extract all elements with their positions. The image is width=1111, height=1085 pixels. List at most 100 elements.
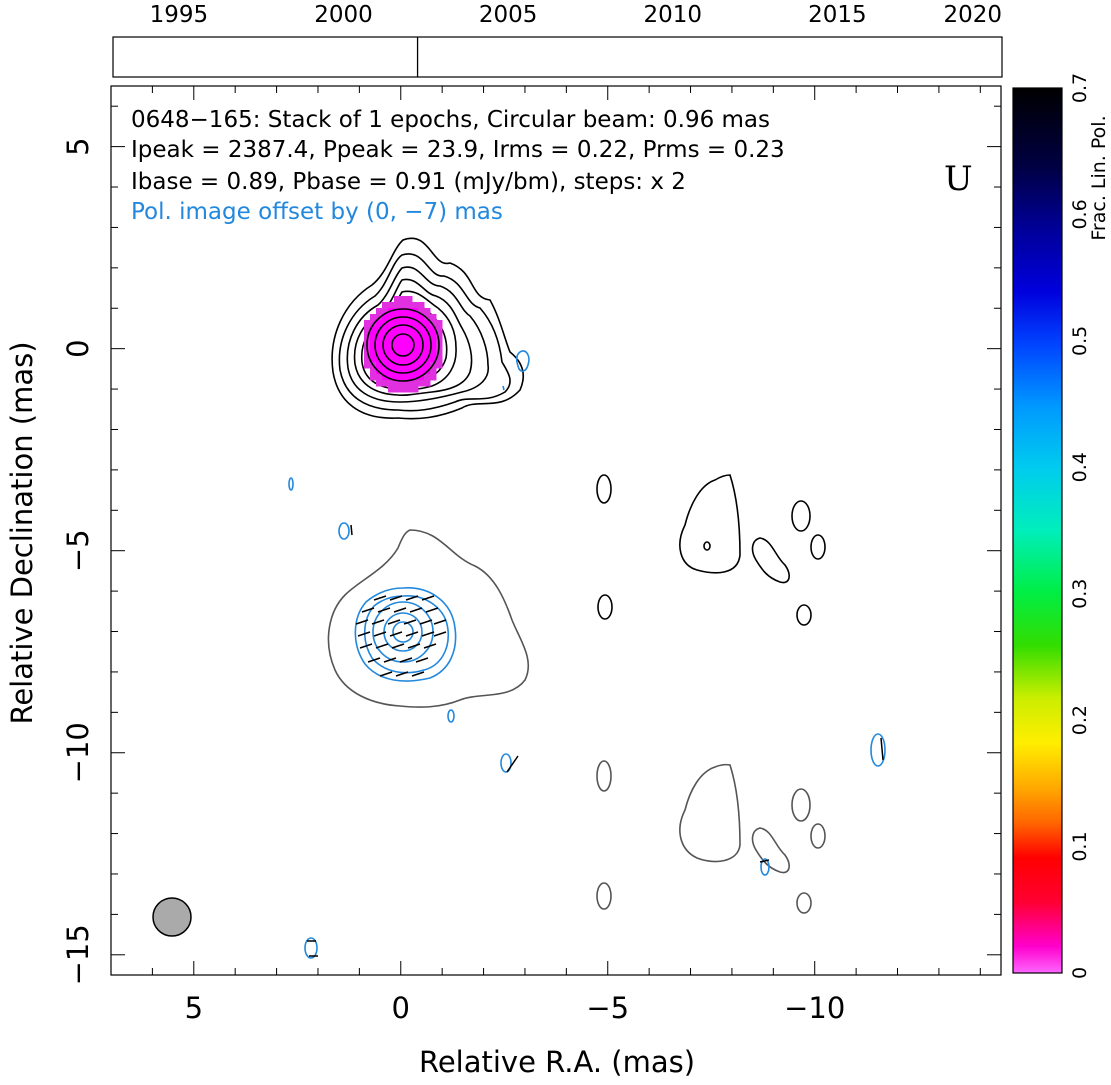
evpa-vector: [425, 607, 439, 613]
core-pixel: [382, 344, 389, 351]
timeline-tick-label: 2010: [643, 2, 702, 28]
core-pixel: [394, 386, 401, 393]
core-pixel: [400, 386, 407, 393]
evpa-vector: [379, 671, 393, 677]
evpa-vector: [393, 607, 407, 613]
core-pixel: [388, 344, 395, 351]
colorbar-tick-label: 0.5: [1069, 326, 1091, 356]
evpa-vector: [383, 657, 397, 663]
evpa-vector: [357, 631, 371, 637]
evpa-vector: [377, 607, 391, 613]
core-pixel: [412, 338, 419, 345]
core-pixel: [394, 368, 401, 375]
core-pixel: [406, 344, 413, 351]
pol-image-sidelobes: [596, 760, 826, 914]
core-pixel: [400, 350, 407, 357]
core-pixel: [424, 332, 431, 339]
annotation-line-4: Pol. image offset by (0, −7) mas: [131, 199, 503, 225]
core-pixel: [424, 374, 431, 381]
core-pixel: [376, 380, 383, 387]
evpa-vector: [419, 619, 433, 625]
core-pixel: [436, 350, 443, 357]
colorbar: 0 0.1 0.2 0.3 0.4 0.5 0.6 0.7 Frac. Lin. Pol.: [1012, 73, 1110, 979]
core-pixel: [364, 326, 371, 333]
core-pixel: [394, 308, 401, 315]
core-pixel: [388, 320, 395, 327]
core-pixel: [418, 326, 425, 333]
core-pixel: [376, 308, 383, 315]
core-pixel: [382, 374, 389, 381]
evpa-vector: [421, 631, 435, 637]
evpa-vector: [407, 643, 421, 649]
core-pixel: [430, 314, 437, 321]
core-pixel: [400, 326, 407, 333]
core-pixel: [382, 326, 389, 333]
core-pixel: [424, 320, 431, 327]
core-pixel: [370, 314, 377, 321]
core-pixel: [412, 350, 419, 357]
evpa-vector: [373, 631, 387, 637]
core-pixel: [394, 362, 401, 369]
core-pixel: [370, 350, 377, 357]
annotation-line-3: Ibase = 0.89, Pbase = 0.91 (mJy/bm), ste…: [131, 169, 686, 195]
core-pixel: [406, 326, 413, 333]
core-pixel: [430, 326, 437, 333]
core-pixel: [364, 362, 371, 369]
core-pixel: [370, 356, 377, 363]
core-pixel: [412, 344, 419, 351]
core-pixel: [400, 332, 407, 339]
core-pixel: [430, 350, 437, 357]
core-pixel: [382, 362, 389, 369]
core-pixel: [394, 380, 401, 387]
core-pixel: [394, 344, 401, 351]
x-axis-title: Relative R.A. (mas): [419, 1045, 695, 1079]
evpa-vector: [421, 595, 435, 601]
evpa-vector: [405, 595, 419, 601]
core-pixel: [394, 320, 401, 327]
core-pixel: [370, 332, 377, 339]
evpa-vector: [411, 671, 425, 677]
axis-tick-labels: 5 0 −5 −10 5 0 −5 −10 −15: [61, 137, 845, 1025]
x-tick-label: 5: [185, 991, 203, 1025]
core-pixel: [400, 302, 407, 309]
core-pixel: [376, 374, 383, 381]
core-pixel: [424, 314, 431, 321]
core-pixel: [406, 320, 413, 327]
y-tick-label: −5: [61, 529, 95, 572]
core-pixel: [382, 302, 389, 309]
core-pixel: [400, 380, 407, 387]
timeline-tick-label: 2000: [314, 2, 373, 28]
core-pixel: [388, 356, 395, 363]
core-pixel: [400, 368, 407, 375]
evpa-vector: [373, 595, 387, 601]
core-pixel: [412, 362, 419, 369]
evpa-vector: [409, 607, 423, 613]
core-pixel: [406, 374, 413, 381]
timeline-tick-label: 1995: [150, 2, 209, 28]
core-pixel: [418, 344, 425, 351]
core-pixel: [400, 338, 407, 345]
core-pixel: [430, 356, 437, 363]
core-pixel: [418, 368, 425, 375]
core-pixel: [394, 296, 401, 303]
core-pixel: [418, 356, 425, 363]
annotation-line-1: 0648−165: Stack of 1 epochs, Circular be…: [131, 107, 770, 133]
colorbar-tick-label: 0: [1069, 967, 1091, 979]
core-pixel: [370, 338, 377, 345]
core-pixel: [388, 338, 395, 345]
evpa-vector: [359, 643, 373, 649]
core-pixel: [406, 380, 413, 387]
colorbar-tick-label: 0.4: [1069, 452, 1091, 482]
evpa-vector: [371, 619, 385, 625]
colorbar-tick-label: 0.3: [1069, 579, 1091, 609]
core-pixel: [388, 380, 395, 387]
core-pixel: [430, 338, 437, 345]
core-pixel: [370, 344, 377, 351]
annotation-line-2: Ipeak = 2387.4, Ppeak = 23.9, Irms = 0.2…: [131, 137, 785, 163]
evpa-vector: [367, 657, 381, 663]
core-pixel: [436, 332, 443, 339]
evpa-vector: [389, 595, 403, 601]
y-tick-label: 5: [61, 137, 95, 155]
core-pixel: [394, 350, 401, 357]
